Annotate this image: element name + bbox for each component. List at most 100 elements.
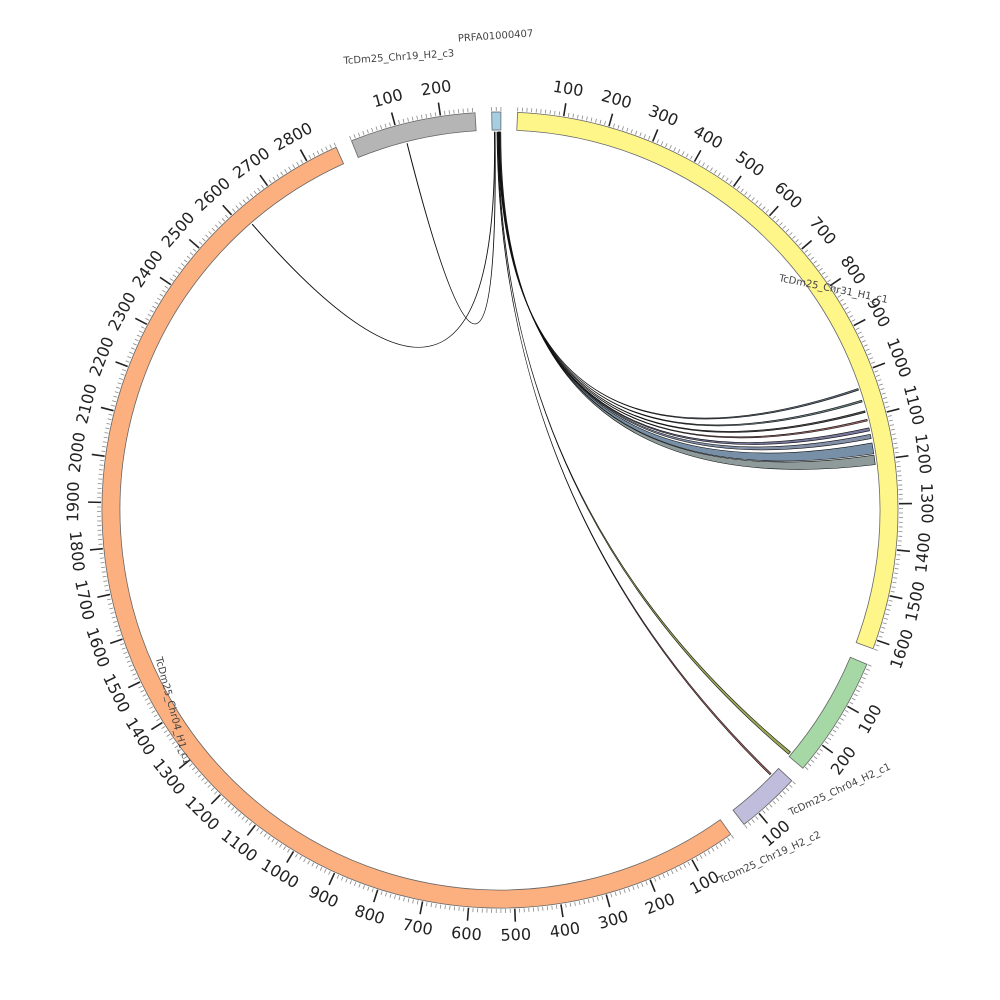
tick-label: 400 <box>690 121 726 152</box>
minor-tick <box>824 275 829 279</box>
minor-tick <box>248 822 252 826</box>
minor-tick <box>239 202 243 206</box>
minor-tick <box>869 357 874 360</box>
major-tick <box>846 705 860 714</box>
minor-tick <box>272 176 276 181</box>
minor-tick <box>225 214 229 219</box>
minor-tick <box>371 888 374 893</box>
major-tick <box>649 879 656 893</box>
major-tick <box>652 129 659 142</box>
minor-tick <box>665 143 668 148</box>
ideogram-layer <box>101 111 899 909</box>
tick-label: 1600 <box>82 625 113 670</box>
minor-tick <box>569 902 572 907</box>
minor-tick <box>174 745 179 749</box>
ideogram-PRFA01000407 <box>491 111 502 131</box>
minor-tick <box>614 891 617 896</box>
minor-tick <box>782 225 786 229</box>
minor-tick <box>613 123 615 128</box>
minor-tick <box>879 631 884 634</box>
minor-tick <box>321 148 324 153</box>
major-tick <box>178 759 190 770</box>
minor-tick <box>832 729 837 733</box>
minor-tick <box>276 174 280 179</box>
link-TcDm25_Chr31_H1_c1 <box>499 131 876 470</box>
minor-tick <box>142 694 147 697</box>
minor-tick <box>891 586 896 588</box>
minor-tick <box>111 616 116 619</box>
minor-tick <box>246 196 250 201</box>
ticks-TcDm25_Chr31_H1_c1 <box>517 103 912 651</box>
minor-tick <box>315 864 319 869</box>
minor-tick <box>385 892 387 897</box>
minor-tick <box>425 113 428 118</box>
minor-tick <box>157 297 161 301</box>
minor-tick <box>398 896 401 901</box>
minor-tick <box>835 725 839 729</box>
minor-tick <box>617 124 620 129</box>
minor-tick <box>149 309 154 313</box>
minor-tick <box>430 903 433 908</box>
minor-tick <box>221 217 226 222</box>
minor-tick <box>249 193 254 198</box>
minor-tick <box>114 391 119 394</box>
ideogram-TcDm25_Chr19_H2_c3 <box>350 112 477 158</box>
major-tick <box>821 744 834 754</box>
tick-label: 2500 <box>157 208 198 251</box>
ticks-TcDm25_Chr04_H1_c1 <box>88 142 734 922</box>
minor-tick <box>715 845 719 850</box>
major-tick <box>829 277 842 287</box>
minor-tick <box>207 784 211 788</box>
minor-tick <box>411 116 414 121</box>
minor-tick <box>104 432 109 434</box>
minor-tick <box>121 647 126 650</box>
tick-label: 200 <box>599 86 634 113</box>
minor-tick <box>113 395 118 398</box>
major-tick <box>466 907 470 921</box>
minor-tick <box>725 177 729 182</box>
minor-tick <box>412 899 414 904</box>
minor-tick <box>714 169 717 174</box>
tick-label: 2800 <box>271 118 316 154</box>
minor-tick <box>204 781 208 785</box>
minor-tick <box>132 673 137 676</box>
minor-tick <box>198 774 202 778</box>
minor-tick <box>673 147 676 152</box>
minor-tick <box>328 870 331 875</box>
minor-tick <box>623 889 626 894</box>
minor-tick <box>636 884 639 889</box>
minor-tick <box>128 664 133 668</box>
minor-tick <box>881 392 886 395</box>
major-tick <box>97 593 111 599</box>
tick-label: 1600 <box>886 627 917 672</box>
minor-tick <box>890 428 895 431</box>
minor-tick <box>218 221 222 225</box>
minor-tick <box>888 599 893 602</box>
minor-tick <box>717 172 721 177</box>
minor-tick <box>166 733 171 737</box>
minor-tick <box>178 266 182 270</box>
minor-tick <box>283 846 286 851</box>
minor-tick <box>819 267 823 271</box>
ideogram-TcDm25_Chr04_H1_c1 <box>101 146 732 909</box>
minor-tick <box>785 228 790 233</box>
minor-tick <box>873 648 878 651</box>
minor-tick <box>894 451 899 454</box>
tick-label: 800 <box>352 901 387 928</box>
tick-label: 1400 <box>911 531 934 573</box>
minor-tick <box>865 348 870 351</box>
minor-tick <box>117 382 122 385</box>
minor-tick <box>610 893 613 898</box>
minor-tick <box>287 848 290 853</box>
minor-tick <box>172 274 177 278</box>
minor-tick <box>853 693 858 697</box>
minor-tick <box>751 819 755 823</box>
tick-label: 2100 <box>72 382 101 426</box>
link-TcDm25_Chr04_H2_c1 <box>497 131 791 755</box>
minor-tick <box>198 241 203 245</box>
minor-tick <box>105 427 110 430</box>
minor-tick <box>171 741 176 745</box>
minor-tick <box>260 830 264 835</box>
tick-label: 300 <box>646 101 681 130</box>
minor-tick <box>807 253 812 257</box>
